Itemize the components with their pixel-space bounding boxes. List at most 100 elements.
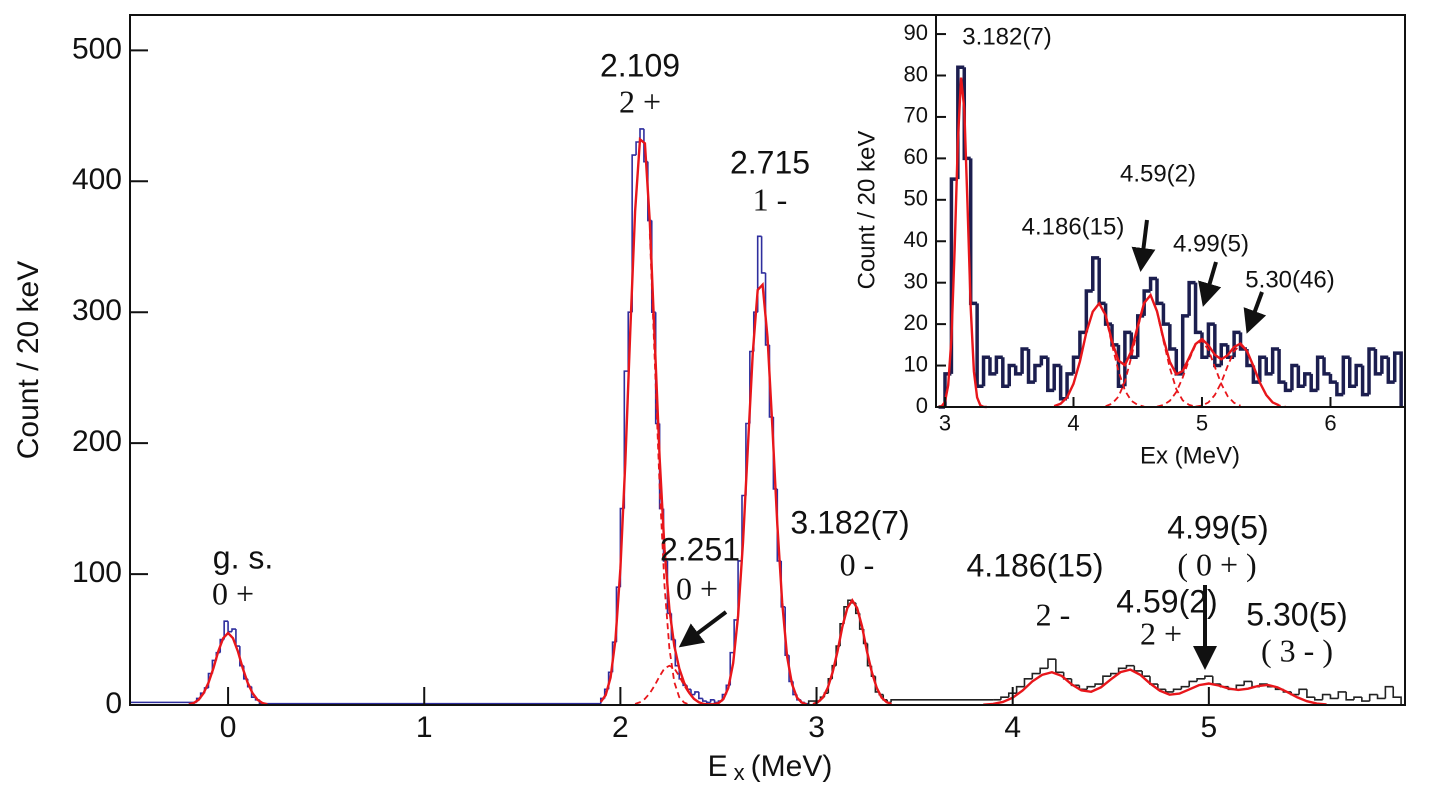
histogram-bin — [1264, 357, 1273, 376]
histogram-bin — [1386, 357, 1395, 384]
peak-annotation: 2 + — [1140, 615, 1182, 651]
histogram-bin — [1180, 685, 1190, 690]
fit-curve — [983, 668, 1327, 706]
peak-annotation: 2 + — [619, 83, 661, 119]
y-axis-label: Count / 20 keV — [853, 131, 880, 290]
arrow — [1198, 261, 1222, 307]
fit-component — [634, 664, 705, 705]
histogram-bin — [760, 236, 766, 274]
histogram-bin — [1322, 357, 1331, 376]
histogram-bin — [1020, 347, 1029, 374]
histogram-bin — [1102, 675, 1111, 685]
histogram-bin — [1368, 693, 1378, 702]
histogram-bin — [1353, 696, 1362, 700]
histogram-bin — [1204, 675, 1213, 679]
histogram-bin — [1315, 355, 1325, 391]
histogram-bin — [890, 698, 994, 703]
peak-annotation: 4.186(15) — [1022, 213, 1125, 240]
histogram-bin — [1084, 289, 1093, 333]
arrow — [1131, 219, 1156, 272]
x-tick-label: 3 — [808, 711, 825, 744]
histogram-bin — [1188, 680, 1198, 687]
histogram-bin — [994, 355, 1003, 374]
histogram-bin — [1196, 678, 1205, 682]
x-tick-label: 4 — [1067, 410, 1079, 435]
histogram-bin — [1392, 351, 1403, 407]
peak-annotation: 2.251 — [660, 531, 740, 567]
histogram-bin — [1245, 348, 1254, 368]
x-tick-label: 6 — [1324, 410, 1336, 435]
peak-annotation: 3.182(7) — [962, 23, 1051, 50]
y-tick-label: 400 — [72, 163, 122, 196]
histogram-bin — [1094, 683, 1103, 687]
peak-annotation: 4.99(5) — [1167, 509, 1268, 545]
histogram-bin — [231, 628, 236, 632]
histogram-bin — [1298, 688, 1307, 695]
histogram-bin — [1309, 373, 1318, 393]
histogram-bin — [1055, 659, 1064, 674]
histogram-bin — [1373, 348, 1382, 376]
fit-curve — [812, 597, 892, 706]
histogram-bin — [1039, 355, 1048, 366]
y-tick-label: 50 — [904, 186, 928, 211]
histogram-bin — [1091, 256, 1100, 291]
histogram-bin — [1243, 680, 1252, 686]
peak-annotation: ( 3 - ) — [1261, 632, 1333, 668]
histogram-bin — [1232, 330, 1241, 358]
peak-annotation: 0 + — [676, 570, 718, 606]
histogram-bin — [1360, 365, 1370, 397]
histogram-bin — [1258, 355, 1267, 383]
histogram-bin — [1367, 347, 1376, 395]
histogram-bin — [1283, 382, 1292, 393]
peak-annotation: 2.715 — [730, 144, 810, 180]
histogram-bin — [705, 701, 711, 704]
histogram-bin — [1052, 363, 1061, 391]
histogram-bin — [1135, 314, 1145, 358]
histogram-bin — [1023, 678, 1033, 687]
histogram-bin — [1142, 289, 1151, 316]
y-tick-label: 300 — [72, 294, 122, 327]
histogram-bin — [1046, 357, 1055, 393]
y-tick-label: 90 — [904, 20, 928, 45]
histogram-bin — [1329, 694, 1339, 700]
y-tick-label: 60 — [904, 144, 928, 169]
x-axis-label-part: (MeV) — [751, 750, 833, 783]
peak-annotation: 4.59(2) — [1116, 583, 1217, 619]
y-tick-label: 80 — [904, 61, 928, 86]
histogram-bin — [1007, 363, 1016, 387]
histogram-bin — [1007, 692, 1017, 698]
histogram-bin — [1033, 363, 1042, 383]
histogram-bin — [756, 235, 762, 313]
y-tick-label: 40 — [904, 227, 928, 252]
histogram-bin — [807, 700, 817, 705]
histogram-bin — [1296, 365, 1305, 389]
histogram-bin — [1290, 363, 1299, 391]
histogram-bin — [1384, 685, 1394, 699]
fit-curve — [1053, 292, 1280, 408]
histogram-bin — [1123, 330, 1132, 387]
x-tick-label: 3 — [939, 410, 951, 435]
histogram-bin — [1031, 672, 1041, 679]
fit-curve — [938, 77, 987, 409]
peak-annotation: 0 + — [212, 575, 254, 611]
histogram-bin — [1125, 664, 1135, 669]
histogram-bin — [1161, 303, 1170, 326]
x-tick-label: 5 — [1201, 711, 1218, 744]
histogram-bin — [698, 691, 703, 700]
histogram-bin — [1015, 685, 1025, 694]
histogram-bin — [1376, 694, 1386, 700]
y-tick-label: 0 — [105, 687, 122, 720]
x-axis-label-part: E — [708, 750, 728, 783]
y-tick-label: 0 — [916, 393, 928, 418]
histogram-bin — [1117, 667, 1127, 674]
x-axis-label: Ex (MeV) — [1140, 442, 1240, 469]
arrow — [1243, 291, 1267, 334]
histogram-bin — [1103, 303, 1113, 326]
histogram-bin — [1071, 355, 1080, 374]
peak-annotation: 1 - — [753, 181, 788, 217]
peak-annotation: g. s. — [213, 539, 273, 575]
y-tick-label: 30 — [904, 268, 928, 293]
histogram-bin — [1065, 372, 1074, 399]
